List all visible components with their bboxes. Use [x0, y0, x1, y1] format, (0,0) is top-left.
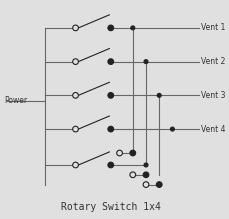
- Circle shape: [156, 93, 161, 97]
- Circle shape: [129, 150, 135, 156]
- Circle shape: [156, 182, 161, 187]
- Circle shape: [72, 25, 78, 31]
- Circle shape: [107, 126, 113, 132]
- Circle shape: [170, 127, 174, 131]
- Text: Rotary Switch 1x4: Rotary Switch 1x4: [60, 202, 160, 212]
- Circle shape: [107, 25, 113, 31]
- Circle shape: [116, 150, 122, 156]
- Text: Vent 1: Vent 1: [200, 23, 224, 32]
- Circle shape: [142, 172, 148, 178]
- Text: Vent 4: Vent 4: [200, 125, 225, 134]
- Circle shape: [72, 92, 78, 98]
- Text: Vent 2: Vent 2: [200, 57, 224, 66]
- Circle shape: [72, 162, 78, 168]
- Circle shape: [143, 163, 147, 167]
- Text: Vent 3: Vent 3: [200, 91, 225, 100]
- Text: Power: Power: [4, 96, 27, 105]
- Circle shape: [107, 92, 113, 98]
- Circle shape: [72, 126, 78, 132]
- Circle shape: [129, 172, 135, 178]
- Circle shape: [107, 162, 113, 168]
- Circle shape: [143, 60, 147, 64]
- Circle shape: [130, 26, 134, 30]
- Circle shape: [107, 59, 113, 64]
- Circle shape: [72, 59, 78, 64]
- Circle shape: [142, 182, 148, 187]
